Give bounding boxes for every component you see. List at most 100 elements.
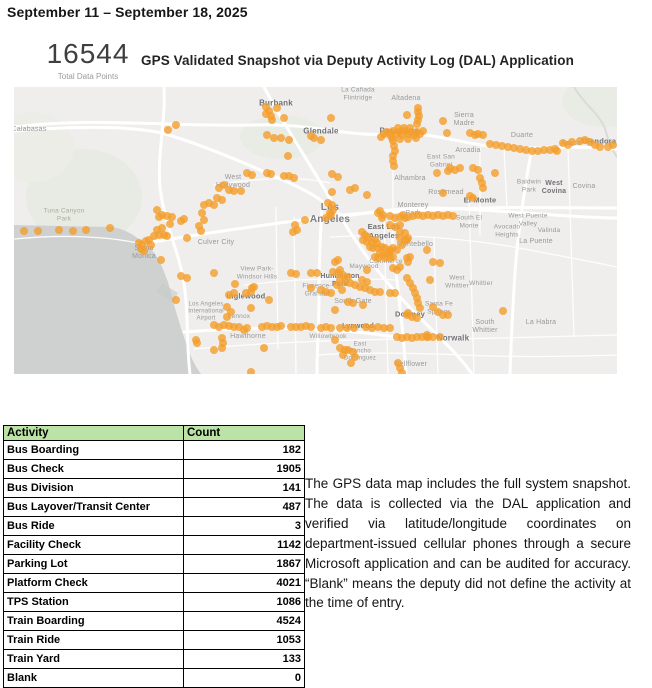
- gps-data-point: [381, 244, 389, 252]
- gps-data-point: [235, 323, 243, 331]
- gps-data-point: [363, 238, 371, 246]
- gps-data-point: [564, 141, 572, 149]
- table-row: Train Yard 133: [3, 649, 305, 669]
- gps-data-point: [401, 229, 409, 237]
- gps-data-point: [429, 258, 437, 266]
- gps-data-point: [268, 116, 276, 124]
- count-cell: 4524: [183, 611, 305, 631]
- gps-data-point: [205, 199, 213, 207]
- gps-data-point: [362, 323, 370, 331]
- gps-data-point: [336, 266, 344, 274]
- gps-data-point: [576, 137, 584, 145]
- gps-data-point: [328, 170, 336, 178]
- gps-data-point: [292, 323, 300, 331]
- gps-data-point: [265, 296, 273, 304]
- gps-data-point: [177, 272, 185, 280]
- gps-data-point: [491, 169, 499, 177]
- gps-data-point: [331, 336, 339, 344]
- gps-data-point: [210, 201, 218, 209]
- count-cell: 133: [183, 649, 305, 669]
- gps-data-point: [69, 227, 77, 235]
- gps-data-point: [349, 299, 357, 307]
- gps-data-point: [287, 323, 295, 331]
- activity-cell: Bus Ride: [3, 516, 184, 536]
- gps-data-point: [336, 276, 344, 284]
- gps-data-point: [444, 311, 452, 319]
- count-cell: 1867: [183, 554, 305, 574]
- gps-data-point: [396, 228, 404, 236]
- gps-data-point: [393, 246, 401, 254]
- gps-data-point: [413, 314, 421, 322]
- gps-data-point: [351, 281, 359, 289]
- gps-data-point: [334, 173, 342, 181]
- gps-data-point: [327, 324, 335, 332]
- gps-data-point: [346, 279, 354, 287]
- gps-data-point: [215, 323, 223, 331]
- gps-data-point: [230, 187, 238, 195]
- gps-data-point: [313, 269, 321, 277]
- gps-data-point: [396, 263, 404, 271]
- gps-data-point: [433, 169, 441, 177]
- gps-data-point: [391, 214, 399, 222]
- gps-data-point: [412, 134, 420, 142]
- gps-data-point: [429, 303, 437, 311]
- gps-data-point: [322, 323, 330, 331]
- gps-data-point: [163, 232, 171, 240]
- gps-data-point: [147, 241, 155, 249]
- gps-data-point: [210, 269, 218, 277]
- gps-data-point: [364, 233, 372, 241]
- gps-data-point: [413, 333, 421, 341]
- gps-data-point: [418, 333, 426, 341]
- gps-data-point: [157, 256, 165, 264]
- gps-data-point: [263, 322, 271, 330]
- activity-cell: Blank: [3, 668, 184, 688]
- gps-data-point: [145, 236, 153, 244]
- gps-data-point: [317, 286, 325, 294]
- gps-data-point: [368, 324, 376, 332]
- gps-data-point: [333, 281, 341, 289]
- gps-data-point: [403, 311, 411, 319]
- gps-data-point: [243, 324, 251, 332]
- count-cell: 0: [183, 668, 305, 688]
- gps-data-point: [322, 214, 330, 222]
- gps-data-point: [386, 324, 394, 332]
- gps-data-point: [486, 140, 494, 148]
- activity-cell: Platform Check: [3, 573, 184, 593]
- gps-data-point: [386, 289, 394, 297]
- gps-data-point: [258, 323, 266, 331]
- gps-data-point: [237, 187, 245, 195]
- gps-data-point: [331, 306, 339, 314]
- gps-data-point: [343, 324, 351, 332]
- gps-data-point: [218, 196, 226, 204]
- activity-cell: Parking Lot: [3, 554, 184, 574]
- gps-data-point: [510, 144, 518, 152]
- gps-data-point: [34, 227, 42, 235]
- gps-data-point: [504, 143, 512, 151]
- activity-cell: Train Boarding: [3, 611, 184, 631]
- gps-data-point: [528, 147, 536, 155]
- gps-data-point: [429, 212, 437, 220]
- gps-data-point: [366, 286, 374, 294]
- gps-data-point: [456, 164, 464, 172]
- gps-data-point: [301, 216, 309, 224]
- gps-data-point: [479, 131, 487, 139]
- gps-data-point: [164, 126, 172, 134]
- ocean-shape: [14, 225, 201, 374]
- gps-data-point: [200, 201, 208, 209]
- gps-data-point: [363, 266, 371, 274]
- gps-data-point: [406, 279, 414, 287]
- gps-data-point: [414, 299, 422, 307]
- gps-data-point: [400, 124, 408, 132]
- gps-data-point: [474, 166, 482, 174]
- table-row: Facility Check 1142: [3, 535, 305, 555]
- gps-data-point: [449, 212, 457, 220]
- gps-data-point: [396, 364, 404, 372]
- activity-cell: Bus Division: [3, 478, 184, 498]
- gps-data-point: [344, 273, 352, 281]
- gps-data-point: [373, 239, 381, 247]
- gps-data-point: [451, 166, 459, 174]
- gps-data-point: [378, 214, 386, 222]
- gps-data-point: [351, 184, 359, 192]
- gps-data-point: [307, 323, 315, 331]
- gps-data-point: [293, 226, 301, 234]
